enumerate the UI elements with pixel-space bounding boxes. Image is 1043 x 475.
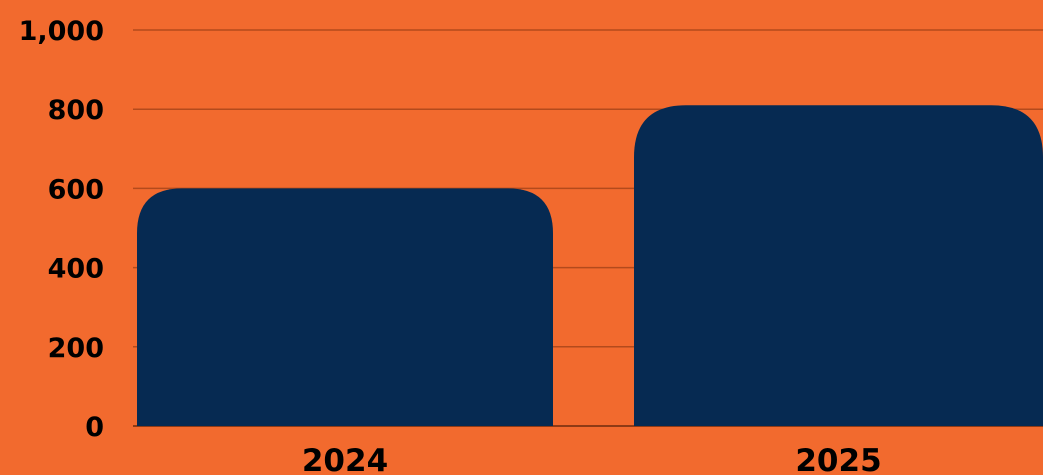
x-category-label: 2025 [795, 443, 881, 475]
y-axis-tick-labels: 0 200 400 600 800 1,000 [19, 16, 104, 443]
y-tick-label: 0 [85, 412, 104, 443]
bar-2025 [634, 105, 1043, 427]
y-tick-label: 600 [48, 174, 104, 205]
bar-2024 [137, 188, 553, 426]
x-category-label: 2024 [302, 443, 388, 475]
x-axis-category-labels: 2024 2025 [302, 443, 882, 475]
y-tick-label: 800 [48, 95, 104, 126]
bars [137, 105, 1043, 427]
y-tick-label: 400 [48, 254, 104, 285]
y-tick-label: 1,000 [19, 16, 104, 47]
y-tick-label: 200 [48, 333, 104, 364]
